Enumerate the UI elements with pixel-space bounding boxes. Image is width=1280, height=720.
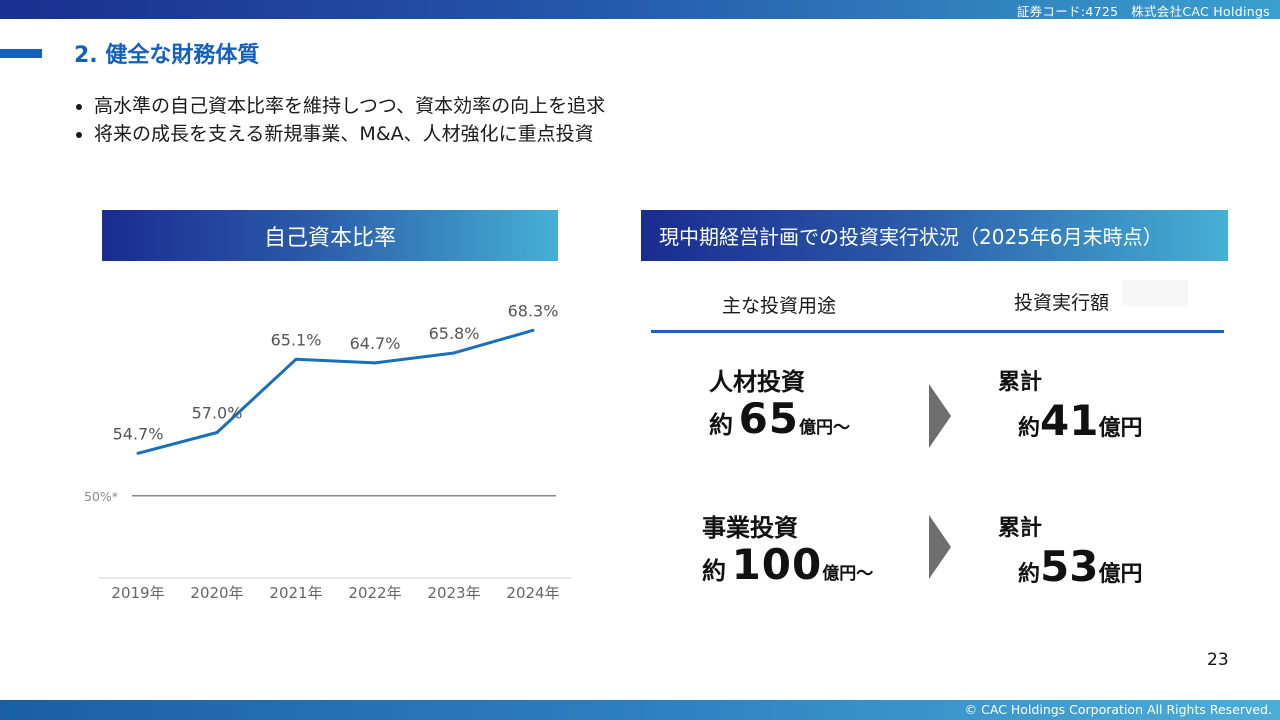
data-label: 65.8% xyxy=(429,324,480,343)
x-tick-label: 2020年 xyxy=(190,584,243,602)
x-tick-label: 2021年 xyxy=(269,584,322,602)
cumulative-label: 累計 xyxy=(998,516,1043,541)
data-point xyxy=(215,431,219,434)
data-point xyxy=(452,351,456,355)
bullet-list: 高水準の自己資本比率を維持しつつ、資本効率の向上を追求 将来の成長を支える新規事… xyxy=(74,92,605,148)
total-prefix: 約 xyxy=(1018,562,1041,587)
plan-prefix: 約 xyxy=(702,557,726,585)
data-point xyxy=(373,361,377,365)
equity-ratio-chart: 50%* 54.7% 57.0% 65.1% 64.7% 65.8% 68.3% 2019年 2… xyxy=(84,301,572,602)
cumulative-amount-human-capital: 約41億円 xyxy=(1018,396,1142,445)
equity-ratio-header: 自己資本比率 xyxy=(102,210,558,261)
copyright-text: © CAC Holdings Corporation All Rights Re… xyxy=(964,702,1272,717)
top-banner: 証券コード:4725 株式会社CAC Holdings xyxy=(0,0,1280,19)
bullet-item: 高水準の自己資本比率を維持しつつ、資本効率の向上を追求 xyxy=(74,92,605,120)
table-header-rule xyxy=(651,330,1224,333)
equity-ratio-series-line xyxy=(137,328,534,455)
data-label: 65.1% xyxy=(271,330,322,349)
bullet-item: 将来の成長を支える新規事業、M&A、人材強化に重点投資 xyxy=(74,120,605,148)
arrow-right-icon xyxy=(929,515,951,579)
data-label: 54.7% xyxy=(113,424,164,443)
column-header-shade xyxy=(1122,280,1188,306)
section-marker xyxy=(0,49,42,58)
data-point xyxy=(136,451,140,455)
category-human-capital: 人材投資 xyxy=(709,368,805,396)
company-code-label: 証券コード:4725 株式会社CAC Holdings xyxy=(1016,4,1270,19)
investment-status-header: 現中期経営計画での投資実行状況（2025年6月末時点） xyxy=(641,210,1228,261)
plan-amount-business: 約 100億円～ xyxy=(702,540,873,589)
x-tick-label: 2023年 xyxy=(427,584,480,602)
investment-status-title: 現中期経営計画での投資実行状況（2025年6月末時点） xyxy=(659,225,1163,249)
total-unit: 億円 xyxy=(1098,562,1143,587)
x-tick-label: 2022年 xyxy=(348,584,401,602)
total-prefix: 約 xyxy=(1018,416,1041,441)
footer-banner: © CAC Holdings Corporation All Rights Re… xyxy=(0,700,1280,720)
plan-value: 65 xyxy=(738,394,800,443)
x-tick-label: 2024年 xyxy=(506,584,559,602)
data-label: 68.3% xyxy=(508,301,559,320)
arrow-right-icon xyxy=(929,384,951,448)
column-header-purpose: 主な投資用途 xyxy=(722,295,837,317)
page-number: 23 xyxy=(1207,650,1229,670)
x-tick-label: 2019年 xyxy=(111,584,164,602)
equity-ratio-title: 自己資本比率 xyxy=(263,225,396,251)
data-point xyxy=(531,328,535,332)
plan-unit: 億円～ xyxy=(799,418,851,438)
plan-amount-human-capital: 約 65億円～ xyxy=(709,394,850,443)
plan-value: 100 xyxy=(731,540,823,589)
data-point xyxy=(294,357,298,361)
cumulative-label: 累計 xyxy=(998,370,1043,395)
cumulative-amount-business: 約53億円 xyxy=(1018,542,1142,591)
total-unit: 億円 xyxy=(1098,416,1143,441)
reference-line-label: 50%* xyxy=(84,489,118,504)
category-business: 事業投資 xyxy=(702,514,798,542)
total-value: 53 xyxy=(1040,542,1099,591)
data-label: 64.7% xyxy=(350,334,401,353)
plan-prefix: 約 xyxy=(709,411,733,439)
data-label: 57.0% xyxy=(192,404,243,423)
column-header-amount: 投資実行額 xyxy=(1014,292,1110,314)
page-title: 2. 健全な財務体質 xyxy=(74,43,260,68)
total-value: 41 xyxy=(1040,396,1099,445)
plan-unit: 億円～ xyxy=(822,564,874,584)
